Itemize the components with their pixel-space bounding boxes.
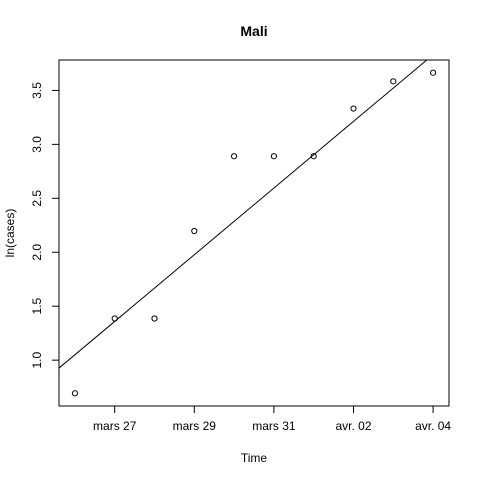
- y-tick-label: 1.0: [30, 351, 44, 368]
- y-tick-label: 2.5: [30, 190, 44, 207]
- y-axis: 1.0 1.5 2.0 2.5 3.0 3.5: [30, 82, 59, 368]
- x-tick-label: avr. 02: [335, 419, 371, 433]
- plot-area: [59, 60, 437, 397]
- data-point: [151, 315, 158, 322]
- data-point: [111, 315, 118, 322]
- data-point: [270, 153, 277, 160]
- y-tick-label: 3.5: [30, 82, 44, 99]
- y-axis-label: ln(cases): [3, 209, 17, 258]
- plot-frame: [58, 59, 450, 407]
- y-tick-label: 3.0: [30, 136, 44, 153]
- x-tick-label: avr. 04: [415, 419, 451, 433]
- chart-title: Mali: [240, 23, 267, 39]
- x-tick-label: mars 29: [173, 419, 217, 433]
- y-tick-label: 1.5: [30, 298, 44, 315]
- data-point: [429, 69, 437, 76]
- x-tick-label: mars 31: [252, 419, 296, 433]
- data-point: [71, 390, 79, 397]
- data-point: [231, 153, 238, 160]
- data-point: [191, 227, 198, 235]
- x-tick-label: mars 27: [93, 419, 137, 433]
- x-axis: mars 27 mars 29 mars 31 avr. 02 avr. 04: [93, 406, 451, 433]
- x-axis-label: Time: [241, 451, 268, 465]
- data-point: [390, 78, 397, 85]
- regression-line: [59, 60, 428, 369]
- data-point: [350, 105, 357, 112]
- data-point: [310, 153, 317, 160]
- y-tick-label: 2.0: [30, 244, 44, 261]
